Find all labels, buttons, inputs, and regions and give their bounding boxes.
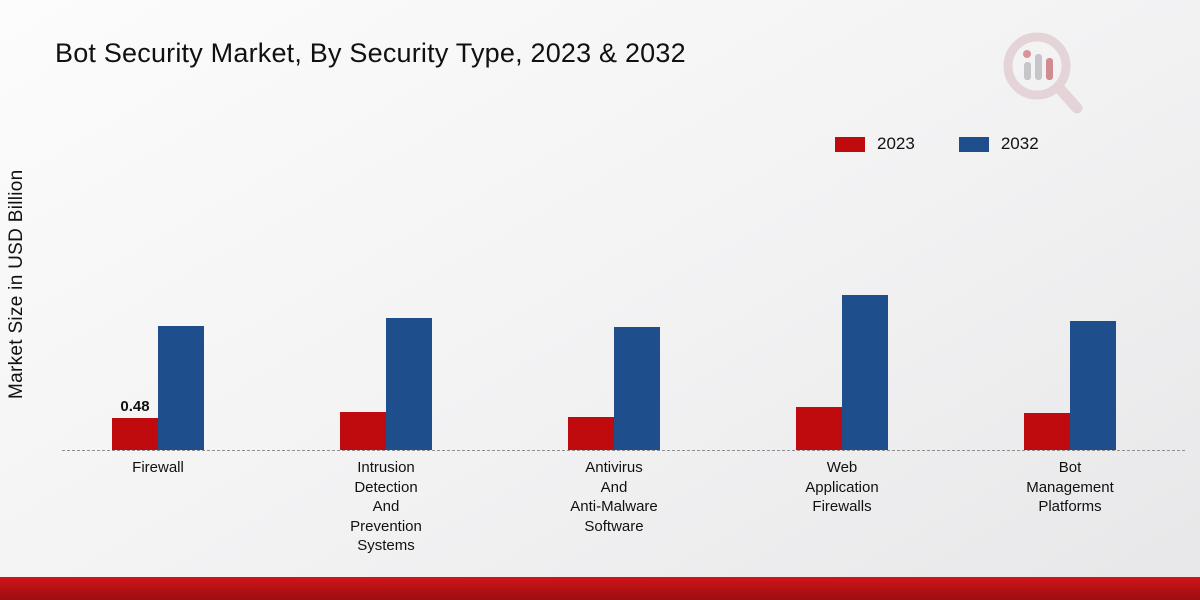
category-labels: Firewall Intrusion Detection And Prevention S… (44, 458, 1184, 568)
bar-2023-antivirus-and-anti-malware-software[interactable] (568, 417, 614, 450)
category-label-antivirus-and-anti-malware-software: Antivirus And Anti-Malware Software (570, 459, 658, 535)
x-axis-baseline (62, 450, 1185, 451)
footer-brand-band (0, 577, 1200, 600)
bar-2032-firewall[interactable] (158, 326, 204, 450)
legend-item-2023[interactable]: 2023 (835, 134, 915, 154)
category-label-bot-management-platforms: Bot Management Platforms (1026, 459, 1114, 515)
bar-2023-firewall[interactable]: 0.48 (112, 398, 158, 450)
legend-swatch-icon (958, 136, 989, 152)
plot-area: 0.48 (44, 0, 1184, 450)
legend-label: 2023 (877, 134, 915, 153)
bar-group (500, 327, 728, 450)
bar-2032-web-application-firewalls[interactable] (842, 295, 888, 450)
bar-2023-intrusion-detection-and-prevention-systems[interactable] (340, 412, 386, 450)
chart-title: Bot Security Market, By Security Type, 2… (55, 38, 686, 68)
legend-label: 2032 (1000, 134, 1039, 153)
brand-logo-icon (1003, 32, 1083, 114)
bar-2032-antivirus-and-anti-malware-software[interactable] (614, 327, 660, 450)
bar-2032-bot-management-platforms[interactable] (1070, 321, 1116, 450)
legend: 2023 2032 (835, 134, 1039, 154)
legend-item-2032[interactable]: 2032 (958, 134, 1039, 154)
bar-group: 0.48 (44, 326, 272, 450)
category-label-firewall: Firewall (132, 459, 184, 476)
bar-value-label: 0.48 (120, 398, 150, 415)
bar-2032-intrusion-detection-and-prevention-systems[interactable] (386, 318, 432, 450)
legend-swatch-icon (835, 136, 865, 152)
bar-group (956, 321, 1184, 450)
category-label-intrusion-detection-and-prevention-systems: Intrusion Detection And Prevention Systems (350, 459, 422, 554)
category-label-web-application-firewalls: Web Application Firewalls (805, 459, 879, 515)
bar-2023-web-application-firewalls[interactable] (796, 407, 842, 450)
bar-group (272, 318, 500, 450)
bar-2023-bot-management-platforms[interactable] (1024, 413, 1070, 450)
y-axis-label: Market Size in USD Billion (6, 169, 27, 400)
bar-group (728, 295, 956, 450)
